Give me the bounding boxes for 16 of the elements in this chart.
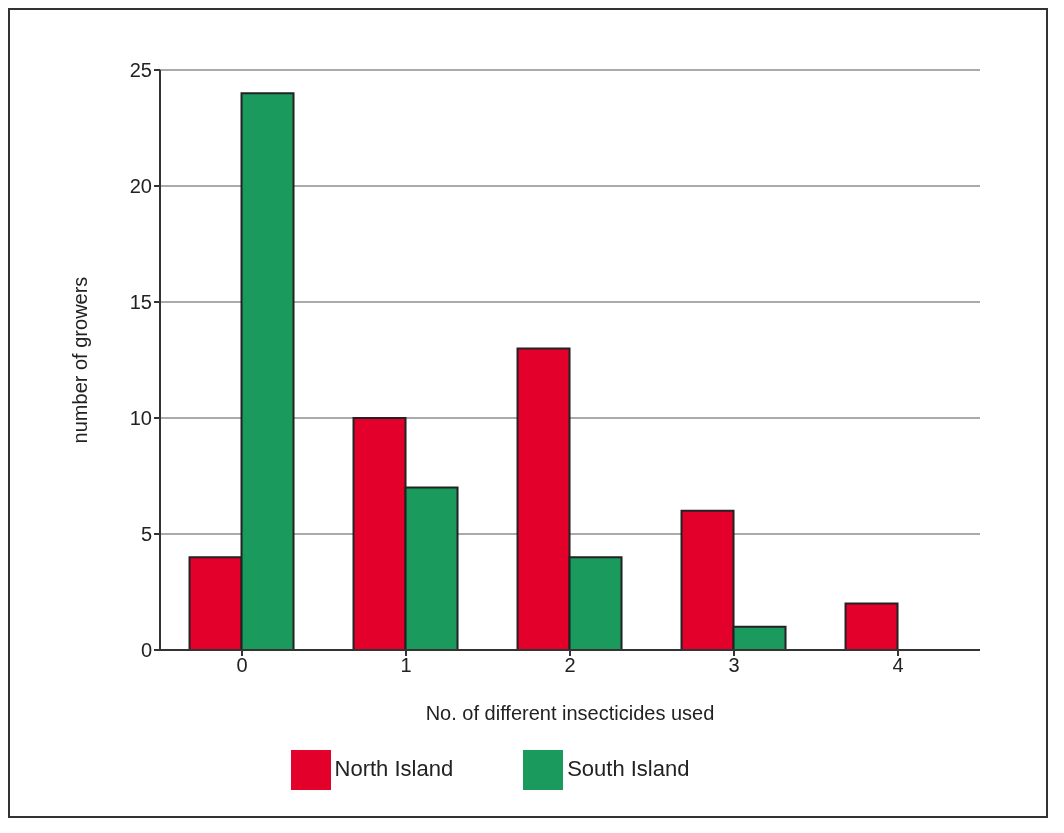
legend-label: North Island <box>334 755 454 781</box>
x-tick-label: 2 <box>564 654 576 677</box>
y-tick-label: 5 <box>140 523 152 546</box>
y-tick-label: 25 <box>129 59 152 82</box>
y-axis-title: number of growers <box>69 276 92 444</box>
y-tick-label: 20 <box>129 175 152 198</box>
y-tick-label: 15 <box>129 291 152 314</box>
y-tick-label: 0 <box>140 639 152 662</box>
x-axis-title: No. of different insecticides used <box>425 702 715 724</box>
y-tick-label: 10 <box>129 407 152 430</box>
legend-label: South Island <box>567 755 690 781</box>
x-tick-label: 4 <box>892 654 904 677</box>
x-tick-label: 0 <box>236 654 248 677</box>
x-tick-label: 1 <box>400 654 412 677</box>
x-tick-label: 3 <box>728 654 740 677</box>
bar <box>844 602 899 650</box>
